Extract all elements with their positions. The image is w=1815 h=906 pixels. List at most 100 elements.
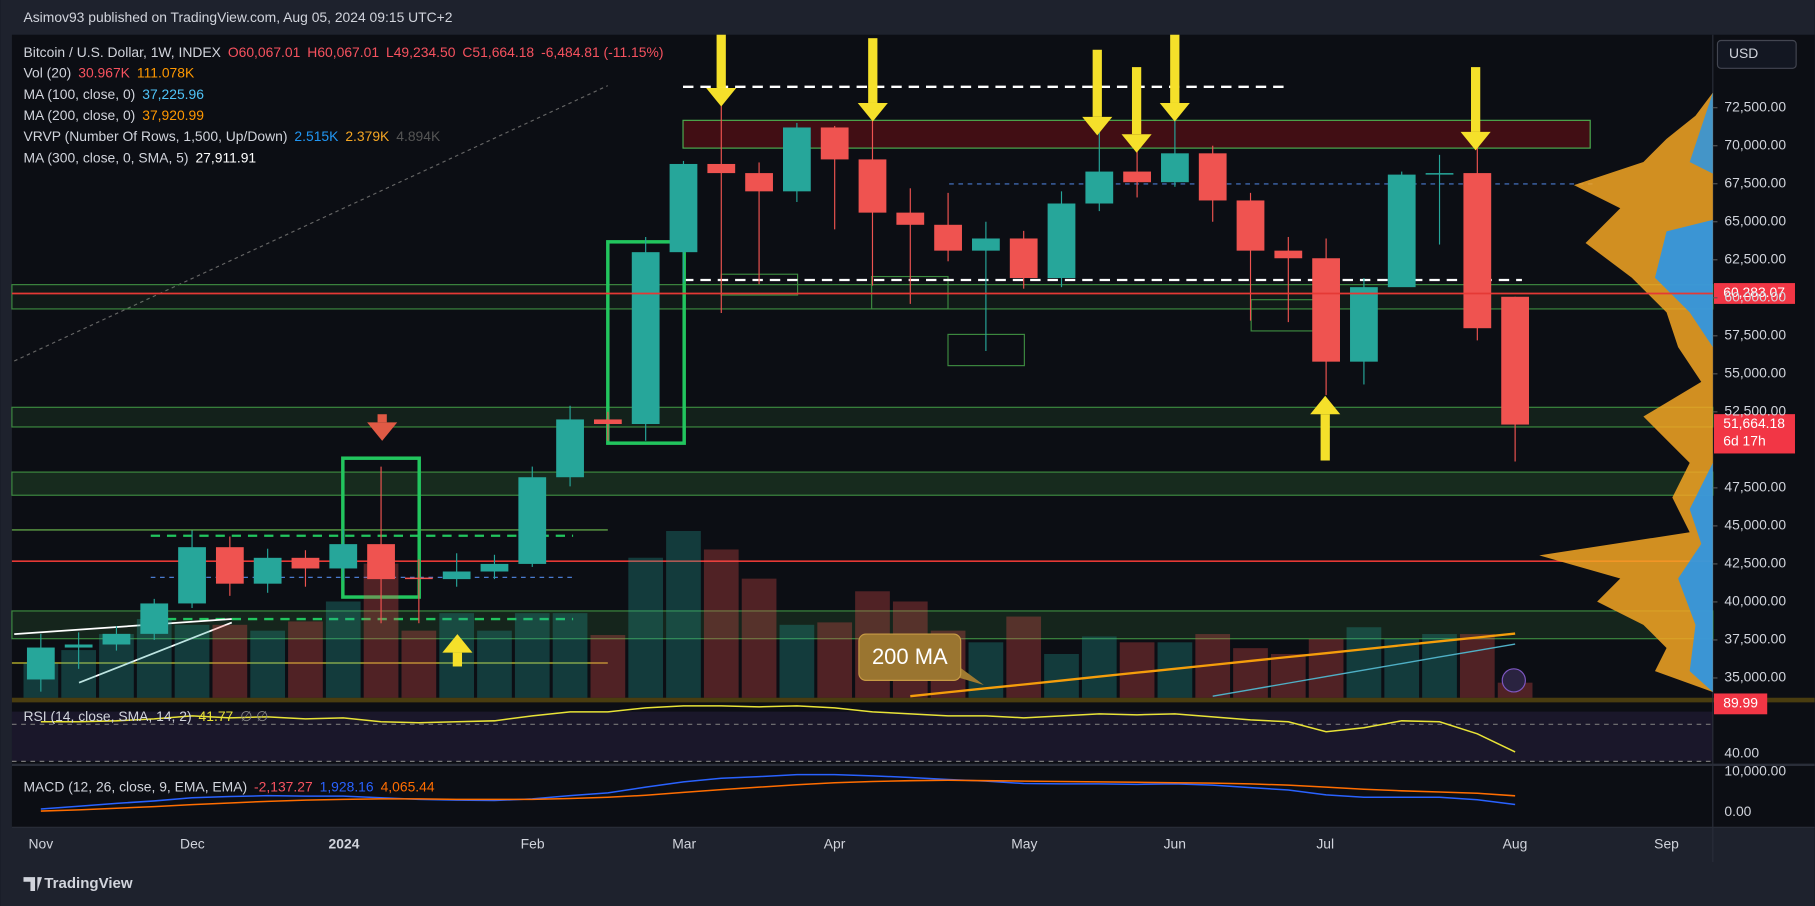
volume-bar: [1459, 634, 1495, 698]
volume: [23, 530, 1533, 698]
volume-bar: [666, 530, 701, 698]
y-tick-label: 45,000.00: [1724, 517, 1786, 533]
volume-bar: [1081, 636, 1117, 698]
candle-body: [1198, 153, 1227, 201]
candle-body: [178, 547, 206, 604]
macd-line: [40, 773, 1516, 810]
logo: [23, 877, 42, 891]
candle-body: [1425, 173, 1454, 175]
y-tick-label: 40,000.00: [1724, 593, 1786, 609]
trend-line: [13, 85, 609, 362]
currency-button[interactable]: [1716, 39, 1797, 69]
y-tick-label: 47,500.00: [1724, 479, 1786, 495]
legend-text: VRVP (Number Of Rows, 1,500, Up/Down): [23, 128, 287, 144]
x-tick-label: Jul: [1316, 835, 1334, 851]
arrow-head: [1310, 395, 1341, 415]
volume-bar: [212, 624, 248, 698]
legend-text: 41.77: [199, 708, 234, 724]
arrow-head: [1159, 102, 1190, 122]
y-tick-label: 57,500.00: [1724, 326, 1786, 342]
candle-body: [404, 577, 433, 580]
alert-icon[interactable]: [1501, 668, 1526, 693]
published-line: Asimov93 published on TradingView.com, A…: [23, 9, 452, 25]
volume-bar: [288, 621, 323, 698]
candle-body: [26, 647, 55, 680]
y-tick-label: 72,500.00: [1724, 98, 1786, 114]
y-tick-label: 55,000.00: [1724, 364, 1786, 380]
ma200-line: [910, 632, 1516, 698]
y-tick-label: 37,500.00: [1724, 631, 1786, 647]
candle-body: [1312, 258, 1340, 362]
legend-text: 30.967K: [78, 65, 130, 81]
candle-body: [1236, 200, 1265, 251]
arrow-shaft: [452, 652, 463, 667]
candle-body: [1387, 174, 1416, 288]
volume-bar: [1270, 653, 1306, 698]
volume-bar: [817, 622, 853, 698]
volume-bar: [741, 578, 777, 698]
volume-bar: [1044, 653, 1079, 698]
zone: [11, 610, 1714, 640]
macd-tick-label: 0.00: [1724, 803, 1751, 819]
x-tick-label: Aug: [1503, 835, 1528, 851]
arrow-head: [1082, 116, 1113, 136]
volume-bar: [1384, 638, 1420, 698]
legend-text: MACD (12, 26, close, 9, EMA, EMA): [23, 779, 247, 795]
arrow-head: [706, 87, 737, 107]
y-tick-label: 65,000.00: [1724, 212, 1786, 228]
countdown: 6d 17h: [1723, 433, 1765, 449]
volume-profile: [1654, 219, 1713, 348]
arrow-head: [367, 422, 398, 441]
legend-text: Vol (20): [23, 65, 71, 81]
rsi-tag: [1713, 693, 1768, 715]
zone: [11, 406, 1714, 428]
y-tick-label: 70,000.00: [1724, 136, 1786, 152]
price-tag: [1713, 414, 1795, 454]
x-tick-label: Mar: [672, 835, 696, 851]
volume-bar: [1346, 627, 1382, 698]
volume-bar: [477, 630, 512, 698]
candle-body: [556, 419, 584, 478]
arrow-head: [442, 634, 473, 653]
candles: [26, 87, 1530, 692]
legend-text: 37,920.99: [142, 107, 204, 123]
candle-body: [934, 224, 962, 251]
candle-body: [782, 127, 811, 192]
annotation-box: [858, 633, 962, 681]
currency[interactable]: USD: [1729, 45, 1758, 61]
arrow-shaft: [1471, 67, 1481, 132]
legend-text: -6,484.81 (-11.15%): [541, 44, 663, 60]
arrow-head: [1460, 131, 1491, 151]
arrow-shaft: [1092, 49, 1102, 117]
x-tick-label: Nov: [28, 835, 53, 851]
legend-text: C51,664.18: [462, 44, 534, 60]
volume-bar: [325, 601, 361, 698]
legend-text: 2.515K: [294, 128, 339, 144]
arrow-shaft: [716, 34, 726, 88]
volume-bar: [552, 613, 588, 698]
rsi-band: [11, 711, 1713, 762]
y-tick-label: 42,500.00: [1724, 555, 1786, 571]
volume-profile: [1678, 462, 1713, 692]
candle-body: [1161, 153, 1189, 183]
candle-body: [102, 633, 131, 645]
candle-body: [1123, 171, 1151, 183]
volume-bar: [401, 630, 437, 698]
candle-body: [1463, 173, 1492, 329]
candle-body: [1085, 171, 1114, 204]
legend-text: H60,067.01: [307, 44, 379, 60]
ma100-line: [1212, 643, 1516, 697]
annotation: 200 MA: [872, 644, 948, 669]
x-tick-label: Sep: [1654, 835, 1679, 851]
x-tick-label: May: [1011, 835, 1037, 851]
candle-body: [858, 159, 887, 213]
candle-body: [291, 557, 320, 569]
legend-text: 2.379K: [345, 128, 390, 144]
volume-profile: [1689, 92, 1713, 174]
candle-body: [253, 557, 282, 584]
candle-body: [215, 547, 244, 584]
legend-text: MA (300, close, 0, SMA, 5): [23, 149, 188, 165]
volume-bar: [1119, 642, 1155, 698]
